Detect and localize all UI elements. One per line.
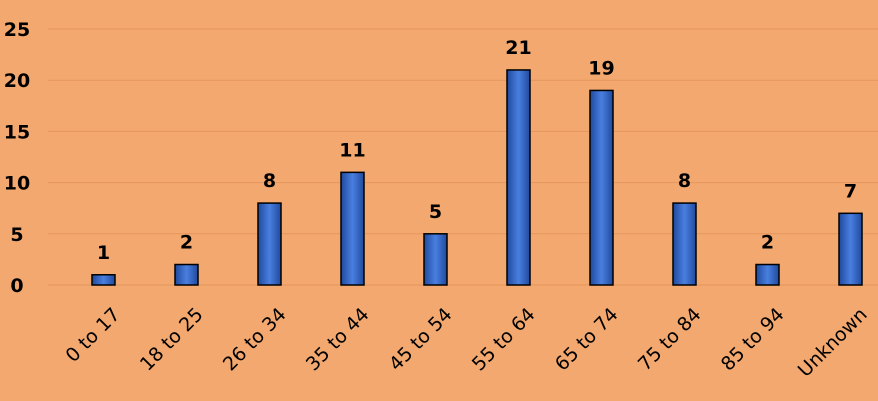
- x-tick-label: 85 to 94: [717, 304, 789, 376]
- data-label: 8: [263, 170, 276, 192]
- bar: [340, 171, 365, 286]
- data-label: 11: [339, 139, 365, 161]
- x-tick-label: 65 to 74: [551, 304, 623, 376]
- y-tick-label: 0: [10, 275, 23, 297]
- x-tick-label: Unknown: [794, 304, 872, 382]
- y-tick-label: 20: [4, 70, 30, 92]
- bar: [174, 263, 199, 286]
- data-label: 21: [505, 37, 531, 59]
- bar: [838, 212, 863, 286]
- bar: [257, 202, 282, 286]
- y-tick-label: 10: [4, 173, 30, 195]
- data-label: 8: [678, 170, 691, 192]
- x-tick-label: 18 to 25: [136, 304, 208, 376]
- data-label: 1: [97, 242, 110, 264]
- x-axis-ticks: 0 to 17 18 to 25 26 to 34 35 to 44 45 to 54 5…: [61, 304, 871, 382]
- bar: [672, 202, 697, 286]
- data-label: 5: [429, 201, 442, 223]
- data-label: 2: [761, 232, 774, 254]
- y-tick-label: 25: [4, 19, 30, 41]
- y-tick-label: 15: [4, 121, 30, 143]
- data-label: 7: [844, 180, 857, 202]
- x-tick-label: 0 to 17: [61, 304, 124, 367]
- gridlines: [48, 28, 878, 286]
- y-axis-ticks: 0 5 10 15 20 25: [4, 19, 30, 297]
- data-label: 2: [180, 232, 193, 254]
- data-label: 19: [588, 57, 614, 79]
- x-tick-label: 55 to 64: [468, 304, 540, 376]
- bar: [755, 263, 780, 286]
- bar: [506, 69, 531, 286]
- bar: [91, 274, 116, 286]
- bars: [91, 69, 863, 286]
- bar: [589, 89, 614, 286]
- x-tick-label: 75 to 84: [634, 304, 706, 376]
- x-tick-label: 26 to 34: [219, 304, 291, 376]
- x-tick-label: 35 to 44: [302, 304, 374, 376]
- x-tick-label: 45 to 54: [385, 304, 457, 376]
- bar: [423, 233, 448, 286]
- data-labels: 1 2 8 11 5 21 19 8 2 7: [97, 37, 857, 264]
- y-tick-label: 5: [10, 224, 23, 246]
